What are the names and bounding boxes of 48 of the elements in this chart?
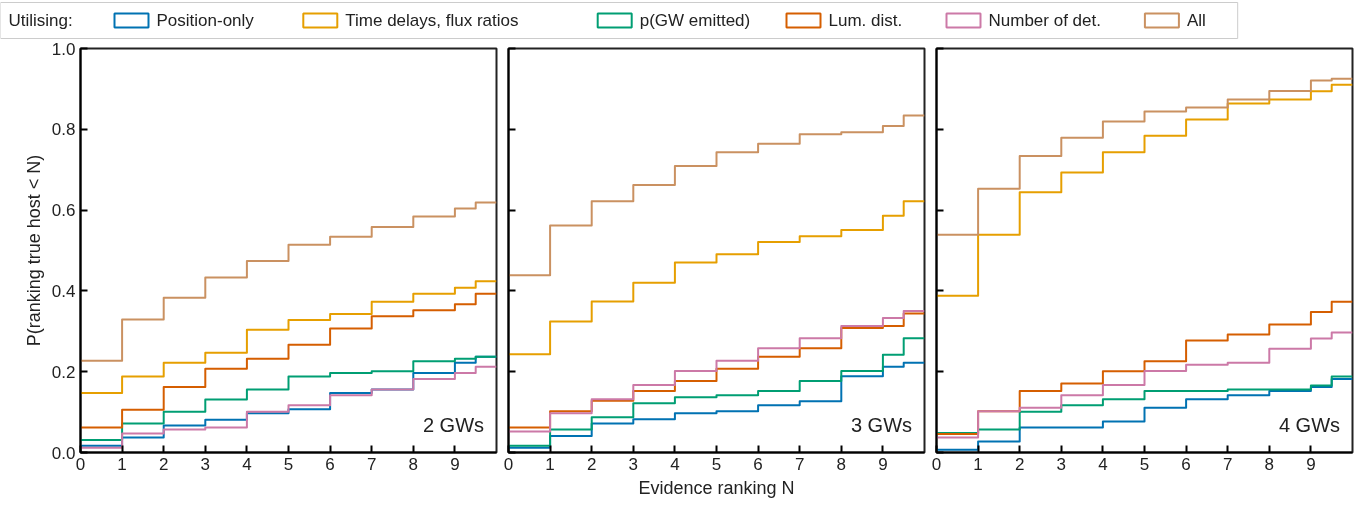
x-tick-label: 8 (408, 454, 419, 474)
x-tick-label: 0 (931, 454, 942, 474)
x-tick-label: 6 (325, 454, 335, 474)
y-axis-title: P(ranking true host < N) (23, 154, 44, 347)
y-tick-label: 0.8 (51, 120, 76, 140)
legend-label: Lum. dist. (828, 11, 903, 30)
legend-label: Time delays, flux ratios (345, 11, 519, 30)
legend-label: p(GW emitted) (639, 11, 751, 30)
legend-label: Position-only (156, 11, 255, 30)
x-tick-label: 4 (670, 454, 680, 474)
x-tick-label: 1 (117, 454, 127, 474)
x-tick-label: 4 (242, 454, 252, 474)
x-tick-label: 2 (1014, 454, 1025, 474)
x-tick-label: 6 (1181, 454, 1191, 474)
x-tick-label: 8 (1264, 454, 1275, 474)
x-tick-label: 7 (366, 454, 377, 474)
y-tick-label: 0.2 (51, 362, 76, 382)
annotation: 2 GWs (422, 414, 485, 437)
x-tick-label: 9 (1306, 454, 1316, 474)
x-tick-label: 9 (450, 454, 460, 474)
x-tick-label: 5 (1139, 454, 1150, 474)
x-tick-label: 0 (503, 454, 514, 474)
x-tick-label: 6 (753, 454, 763, 474)
x-tick-label: 3 (200, 454, 211, 474)
x-tick-label: 1 (973, 454, 983, 474)
x-tick-label: 9 (878, 454, 888, 474)
x-tick-label: 7 (794, 454, 805, 474)
annotation: 3 GWs (850, 414, 913, 437)
y-tick-label: 0.6 (51, 201, 76, 221)
annotation: 4 GWs (1278, 414, 1341, 437)
x-tick-label: 0 (75, 454, 86, 474)
legend-label: Number of det. (988, 11, 1101, 30)
x-tick-label: 7 (1222, 454, 1233, 474)
legend-label: All (1186, 11, 1206, 30)
x-tick-label: 2 (586, 454, 597, 474)
x-tick-label: 5 (283, 454, 294, 474)
x-tick-label: 3 (1056, 454, 1067, 474)
y-tick-label: 0.4 (51, 281, 76, 301)
legend-title: Utilising: (8, 11, 73, 30)
x-tick-label: 5 (711, 454, 722, 474)
y-tick-label: 0.0 (51, 443, 76, 463)
x-tick-label: 3 (628, 454, 639, 474)
x-axis-title: Evidence ranking N (638, 477, 795, 498)
x-tick-label: 1 (545, 454, 555, 474)
x-tick-label: 8 (836, 454, 847, 474)
x-tick-label: 4 (1098, 454, 1108, 474)
y-tick-label: 1.0 (51, 39, 76, 59)
x-tick-label: 2 (158, 454, 169, 474)
